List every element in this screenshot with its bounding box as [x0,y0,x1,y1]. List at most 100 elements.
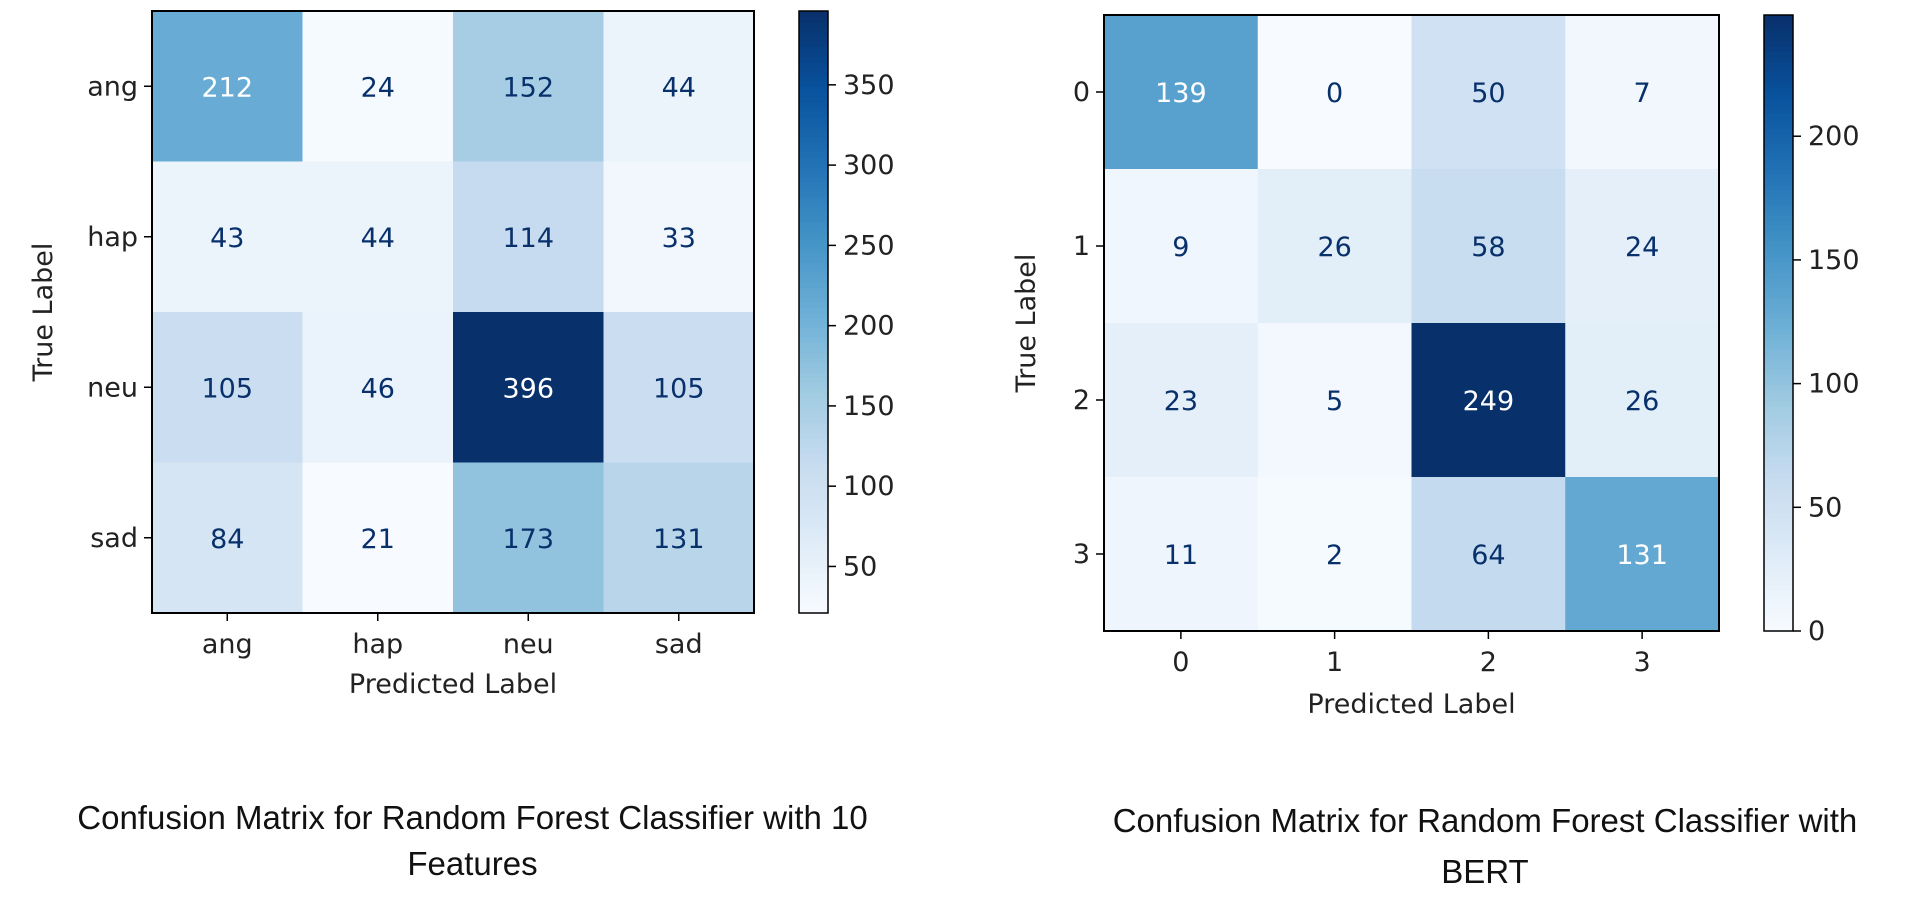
colorbar-segment [799,226,828,233]
heatmap-cell [302,312,454,464]
colorbar-segment [1764,394,1793,401]
colorbar-segment [1764,215,1793,222]
cell-value-label: 11 [1164,540,1198,571]
colorbar-segment [1764,512,1793,519]
heatmap-cell [1565,15,1720,170]
colorbar-tick-label: 100 [843,471,895,502]
colorbar-tick-label: 250 [843,230,895,261]
colorbar-segment [799,562,828,569]
cell-value-label: 0 [1326,78,1343,109]
colorbar-segment [1764,148,1793,155]
colorbar-segment [1764,348,1793,355]
colorbar-segment [799,432,828,439]
x-tick-label: sad [655,629,703,660]
cell-value-label: 173 [502,524,554,555]
colorbar-segment [799,301,828,308]
colorbar-segment [799,46,828,52]
colorbar-segment [799,592,828,599]
colorbar-segment [1764,307,1793,314]
x-tick-label: 0 [1172,647,1189,678]
colorbar-segment [1764,353,1793,360]
y-tick-label: neu [87,372,138,403]
heatmap-cell [1565,477,1720,632]
colorbar-segment [1764,199,1793,206]
colorbar-segment [799,121,828,128]
colorbar-segment [1764,266,1793,273]
heatmap-cell [603,462,755,614]
colorbar-segment [1764,384,1793,391]
colorbar-segment [1764,405,1793,412]
colorbar-segment [799,171,828,178]
colorbar-segment [799,602,828,609]
heatmap-cell [1565,169,1720,324]
colorbar-segment [1764,246,1793,252]
x-tick-label: 2 [1480,647,1497,678]
colorbar-segment [799,532,828,539]
colorbar-segment [1764,538,1793,545]
colorbar-segment [1764,610,1793,617]
cell-value-label: 105 [653,373,705,404]
colorbar-segment [799,492,828,499]
colorbar-segment [1764,127,1793,134]
colorbar: 0 50 100 150 200 [1763,14,1860,647]
cell-value-label: 21 [361,524,395,555]
colorbar-segment [799,537,828,544]
colorbar-segment [1764,261,1793,268]
colorbar-segment [799,61,828,67]
colorbar-segment [799,216,828,223]
cell-value-label: 44 [361,223,395,254]
colorbar-segment [799,56,828,62]
colorbar-segment [1764,225,1793,232]
colorbar-segment [799,286,828,293]
colorbar-segment [799,447,828,454]
colorbar-segment [1764,461,1793,468]
colorbar-segment [1764,174,1793,181]
colorbar-segment [1764,605,1793,612]
colorbar-segment [799,236,828,243]
colorbar-segment [799,161,828,168]
colorbar-segment [799,191,828,198]
cell-value-label: 43 [210,223,244,254]
colorbar-segment [1764,369,1793,376]
cell-value-label: 84 [210,524,244,555]
colorbar-segment [1764,482,1793,489]
cell-value-label: 212 [201,72,253,103]
y-tick-label: 1 [1073,231,1090,262]
colorbar-frame [1763,14,1794,632]
colorbar-segment [1764,292,1793,299]
colorbar-segment [799,221,828,228]
colorbar-segment [1764,595,1793,601]
colorbar-segment [799,136,828,143]
colorbar-segment [1764,420,1793,427]
colorbar-segment [799,166,828,173]
heatmap-cell [603,161,755,313]
colorbar-segment [799,387,828,394]
colorbar-segment [1764,194,1793,201]
colorbar-segment [799,271,828,278]
colorbar-segment [799,407,828,414]
colorbar-tick-label: 200 [1808,121,1860,152]
heatmap-cell [152,161,304,313]
colorbar-segment [1764,312,1793,319]
cell-value-label: 24 [361,72,395,103]
colorbar-segment [799,81,828,88]
colorbar-segment [1764,107,1793,114]
colorbar-segment [1764,523,1793,530]
x-tick-label: 1 [1326,647,1343,678]
cell-value-label: 46 [361,373,395,404]
x-tick-label: hap [352,629,403,660]
colorbar-segment [1764,281,1793,288]
colorbar-segment [1764,271,1793,278]
colorbar-segment [799,487,828,494]
heatmap-cell [603,312,755,464]
colorbar-segment [799,477,828,484]
heatmap-cell [152,11,304,163]
y-tick-label: 3 [1073,539,1090,570]
colorbar-segment [1764,451,1793,458]
colorbar-segment [1764,543,1793,550]
cell-value-label: 44 [662,72,696,103]
colorbar-segment [1764,184,1793,191]
colorbar-segment [1764,487,1793,494]
heatmap-cell [453,161,605,313]
colorbar-segment [1764,189,1793,196]
